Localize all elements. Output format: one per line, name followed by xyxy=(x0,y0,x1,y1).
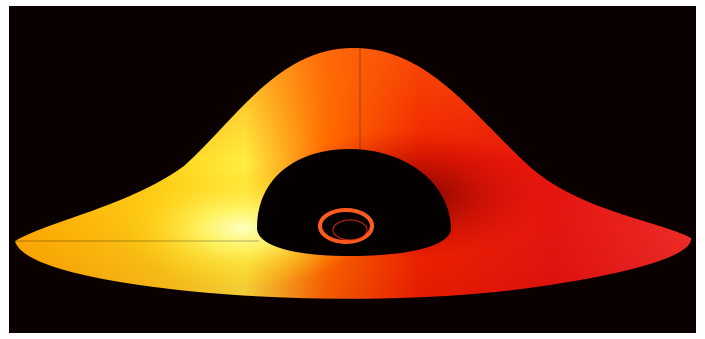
image-frame xyxy=(9,6,696,333)
photon-ring-inner xyxy=(332,219,368,241)
black-hole-shadow xyxy=(257,149,451,256)
photon-ring xyxy=(318,208,374,244)
accretion-disk-render xyxy=(9,6,696,333)
